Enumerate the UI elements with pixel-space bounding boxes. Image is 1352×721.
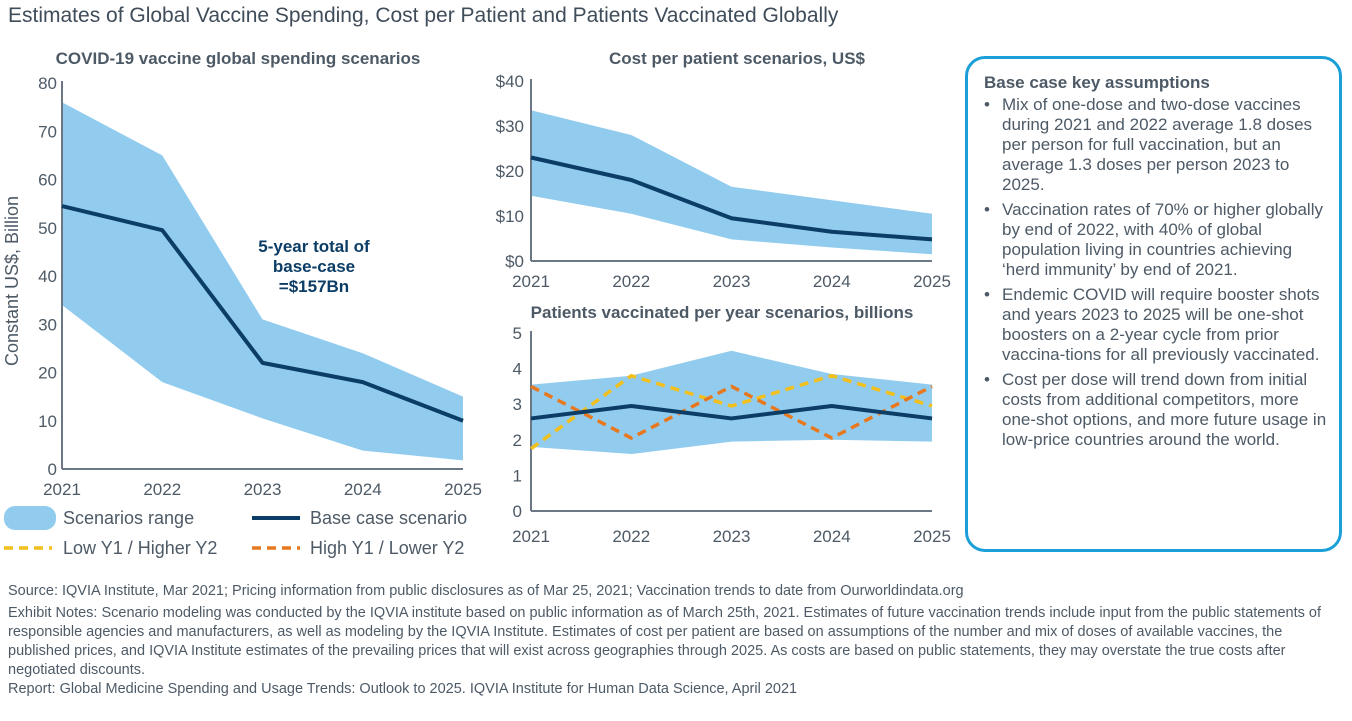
assumption-text: Cost per dose will trend down from initi… bbox=[1002, 370, 1327, 449]
assumption-item: • Vaccination rates of 70% or higher glob… bbox=[984, 200, 1327, 280]
y-tick-label: $10 bbox=[496, 207, 524, 226]
x-tick-label: 2021 bbox=[512, 527, 550, 546]
legend-label: Scenarios range bbox=[63, 508, 194, 528]
chart-spending: COVID-19 vaccine global spending scenari… bbox=[2, 49, 482, 499]
legend: Scenarios range Base case scenario Low Y1 … bbox=[4, 506, 467, 558]
bullet-icon: • bbox=[984, 285, 990, 304]
x-tick-label: 2021 bbox=[43, 480, 81, 499]
y-tick-label: 30 bbox=[38, 315, 57, 334]
base-case-line bbox=[530, 403, 933, 421]
bullet-icon: • bbox=[984, 370, 990, 389]
chart-title: Cost per patient scenarios, US$ bbox=[609, 49, 866, 68]
x-tick-label: 2023 bbox=[244, 480, 282, 499]
assumption-item: • Endemic COVID will require booster shot… bbox=[984, 285, 1327, 365]
bullet-icon: • bbox=[984, 200, 990, 219]
charts-canvas: COVID-19 vaccine global spending scenari… bbox=[2, 49, 951, 558]
report-note: Report: Global Medicine Spending and Usa… bbox=[8, 681, 798, 697]
assumption-item: • Mix of one-dose and two-dose vaccines d… bbox=[984, 95, 1327, 195]
chart-title: COVID-19 vaccine global spending scenari… bbox=[56, 49, 421, 68]
y-tick-label: $20 bbox=[496, 162, 524, 181]
legend-label: Base case scenario bbox=[310, 508, 467, 528]
x-tick-label: 2023 bbox=[713, 272, 751, 291]
y-tick-label: 0 bbox=[513, 502, 522, 521]
x-tick-label: 2024 bbox=[344, 480, 382, 499]
legend-label: Low Y1 / Higher Y2 bbox=[63, 538, 217, 558]
base-case-line bbox=[61, 204, 464, 423]
assumption-text: Vaccination rates of 70% or higher globa… bbox=[1002, 200, 1323, 279]
y-axis-label: Constant US$, Billion bbox=[2, 196, 22, 366]
y-tick-label: 2 bbox=[513, 431, 522, 450]
assumption-text: Mix of one-dose and two-dose vaccines du… bbox=[1002, 95, 1313, 194]
annotation-line: =$157Bn bbox=[279, 277, 349, 296]
source-note: Source: IQVIA Institute, Mar 2021; Prici… bbox=[8, 583, 964, 599]
annotation-line: 5-year total of bbox=[258, 237, 370, 256]
y-tick-label: $40 bbox=[496, 72, 524, 91]
x-tick-label: 2025 bbox=[913, 272, 951, 291]
x-tick-label: 2024 bbox=[813, 527, 851, 546]
scenario-range-band bbox=[531, 110, 932, 255]
main-title: Estimates of Global Vaccine Spending, Co… bbox=[8, 4, 839, 27]
chart-title: Patients vaccinated per year scenarios, … bbox=[531, 303, 914, 322]
assumption-text: Endemic COVID will require booster shots… bbox=[1002, 285, 1320, 364]
assumptions-title: Base case key assumptions bbox=[984, 73, 1210, 92]
x-tick-label: 2022 bbox=[612, 272, 650, 291]
y-tick-label: 60 bbox=[38, 171, 57, 190]
chart-patients: Patients vaccinated per year scenarios, … bbox=[512, 303, 951, 546]
x-tick-label: 2024 bbox=[813, 272, 851, 291]
x-tick-label: 2025 bbox=[913, 527, 951, 546]
y-tick-label: 40 bbox=[38, 267, 57, 286]
scenario-range-band bbox=[531, 350, 932, 455]
y-tick-label: 1 bbox=[513, 466, 522, 485]
y-tick-label: 20 bbox=[38, 364, 57, 383]
y-tick-label: 4 bbox=[513, 360, 522, 379]
base-case-line bbox=[530, 155, 933, 242]
y-tick-label: 70 bbox=[38, 122, 57, 141]
y-tick-label: 50 bbox=[38, 219, 57, 238]
y-tick-label: 3 bbox=[513, 395, 522, 414]
legend-label: High Y1 / Lower Y2 bbox=[310, 538, 464, 558]
x-tick-label: 2022 bbox=[612, 527, 650, 546]
legend-swatch-scenarios-range bbox=[4, 506, 56, 530]
bullet-icon: • bbox=[984, 95, 990, 114]
x-tick-label: 2022 bbox=[143, 480, 181, 499]
footer: Source: IQVIA Institute, Mar 2021; Prici… bbox=[8, 582, 1348, 699]
chart-cost: Cost per patient scenarios, US$ $0 $10 $20 $… bbox=[496, 49, 951, 291]
exhibit-notes: Exhibit Notes: Scenario modeling was con… bbox=[8, 605, 1321, 678]
y-tick-label: 5 bbox=[513, 324, 522, 343]
high-y1-lower-y2-line bbox=[530, 384, 933, 440]
assumptions-box: Base case key assumptions • Mix of one-do… bbox=[965, 56, 1342, 552]
y-tick-label: $30 bbox=[496, 117, 524, 136]
x-tick-label: 2021 bbox=[512, 272, 550, 291]
low-y1-higher-y2-line bbox=[529, 373, 933, 451]
assumptions-list: • Mix of one-dose and two-dose vaccines d… bbox=[984, 95, 1327, 450]
x-tick-label: 2023 bbox=[713, 527, 751, 546]
y-tick-label: 10 bbox=[38, 412, 57, 431]
assumption-item: • Cost per dose will trend down from init… bbox=[984, 370, 1327, 450]
y-tick-label: $0 bbox=[505, 252, 524, 271]
scenario-range-band bbox=[62, 102, 463, 461]
x-tick-label: 2025 bbox=[444, 480, 482, 499]
y-tick-label: 0 bbox=[48, 460, 57, 479]
y-tick-label: 80 bbox=[38, 74, 57, 93]
annotation-line: base-case bbox=[273, 257, 355, 276]
